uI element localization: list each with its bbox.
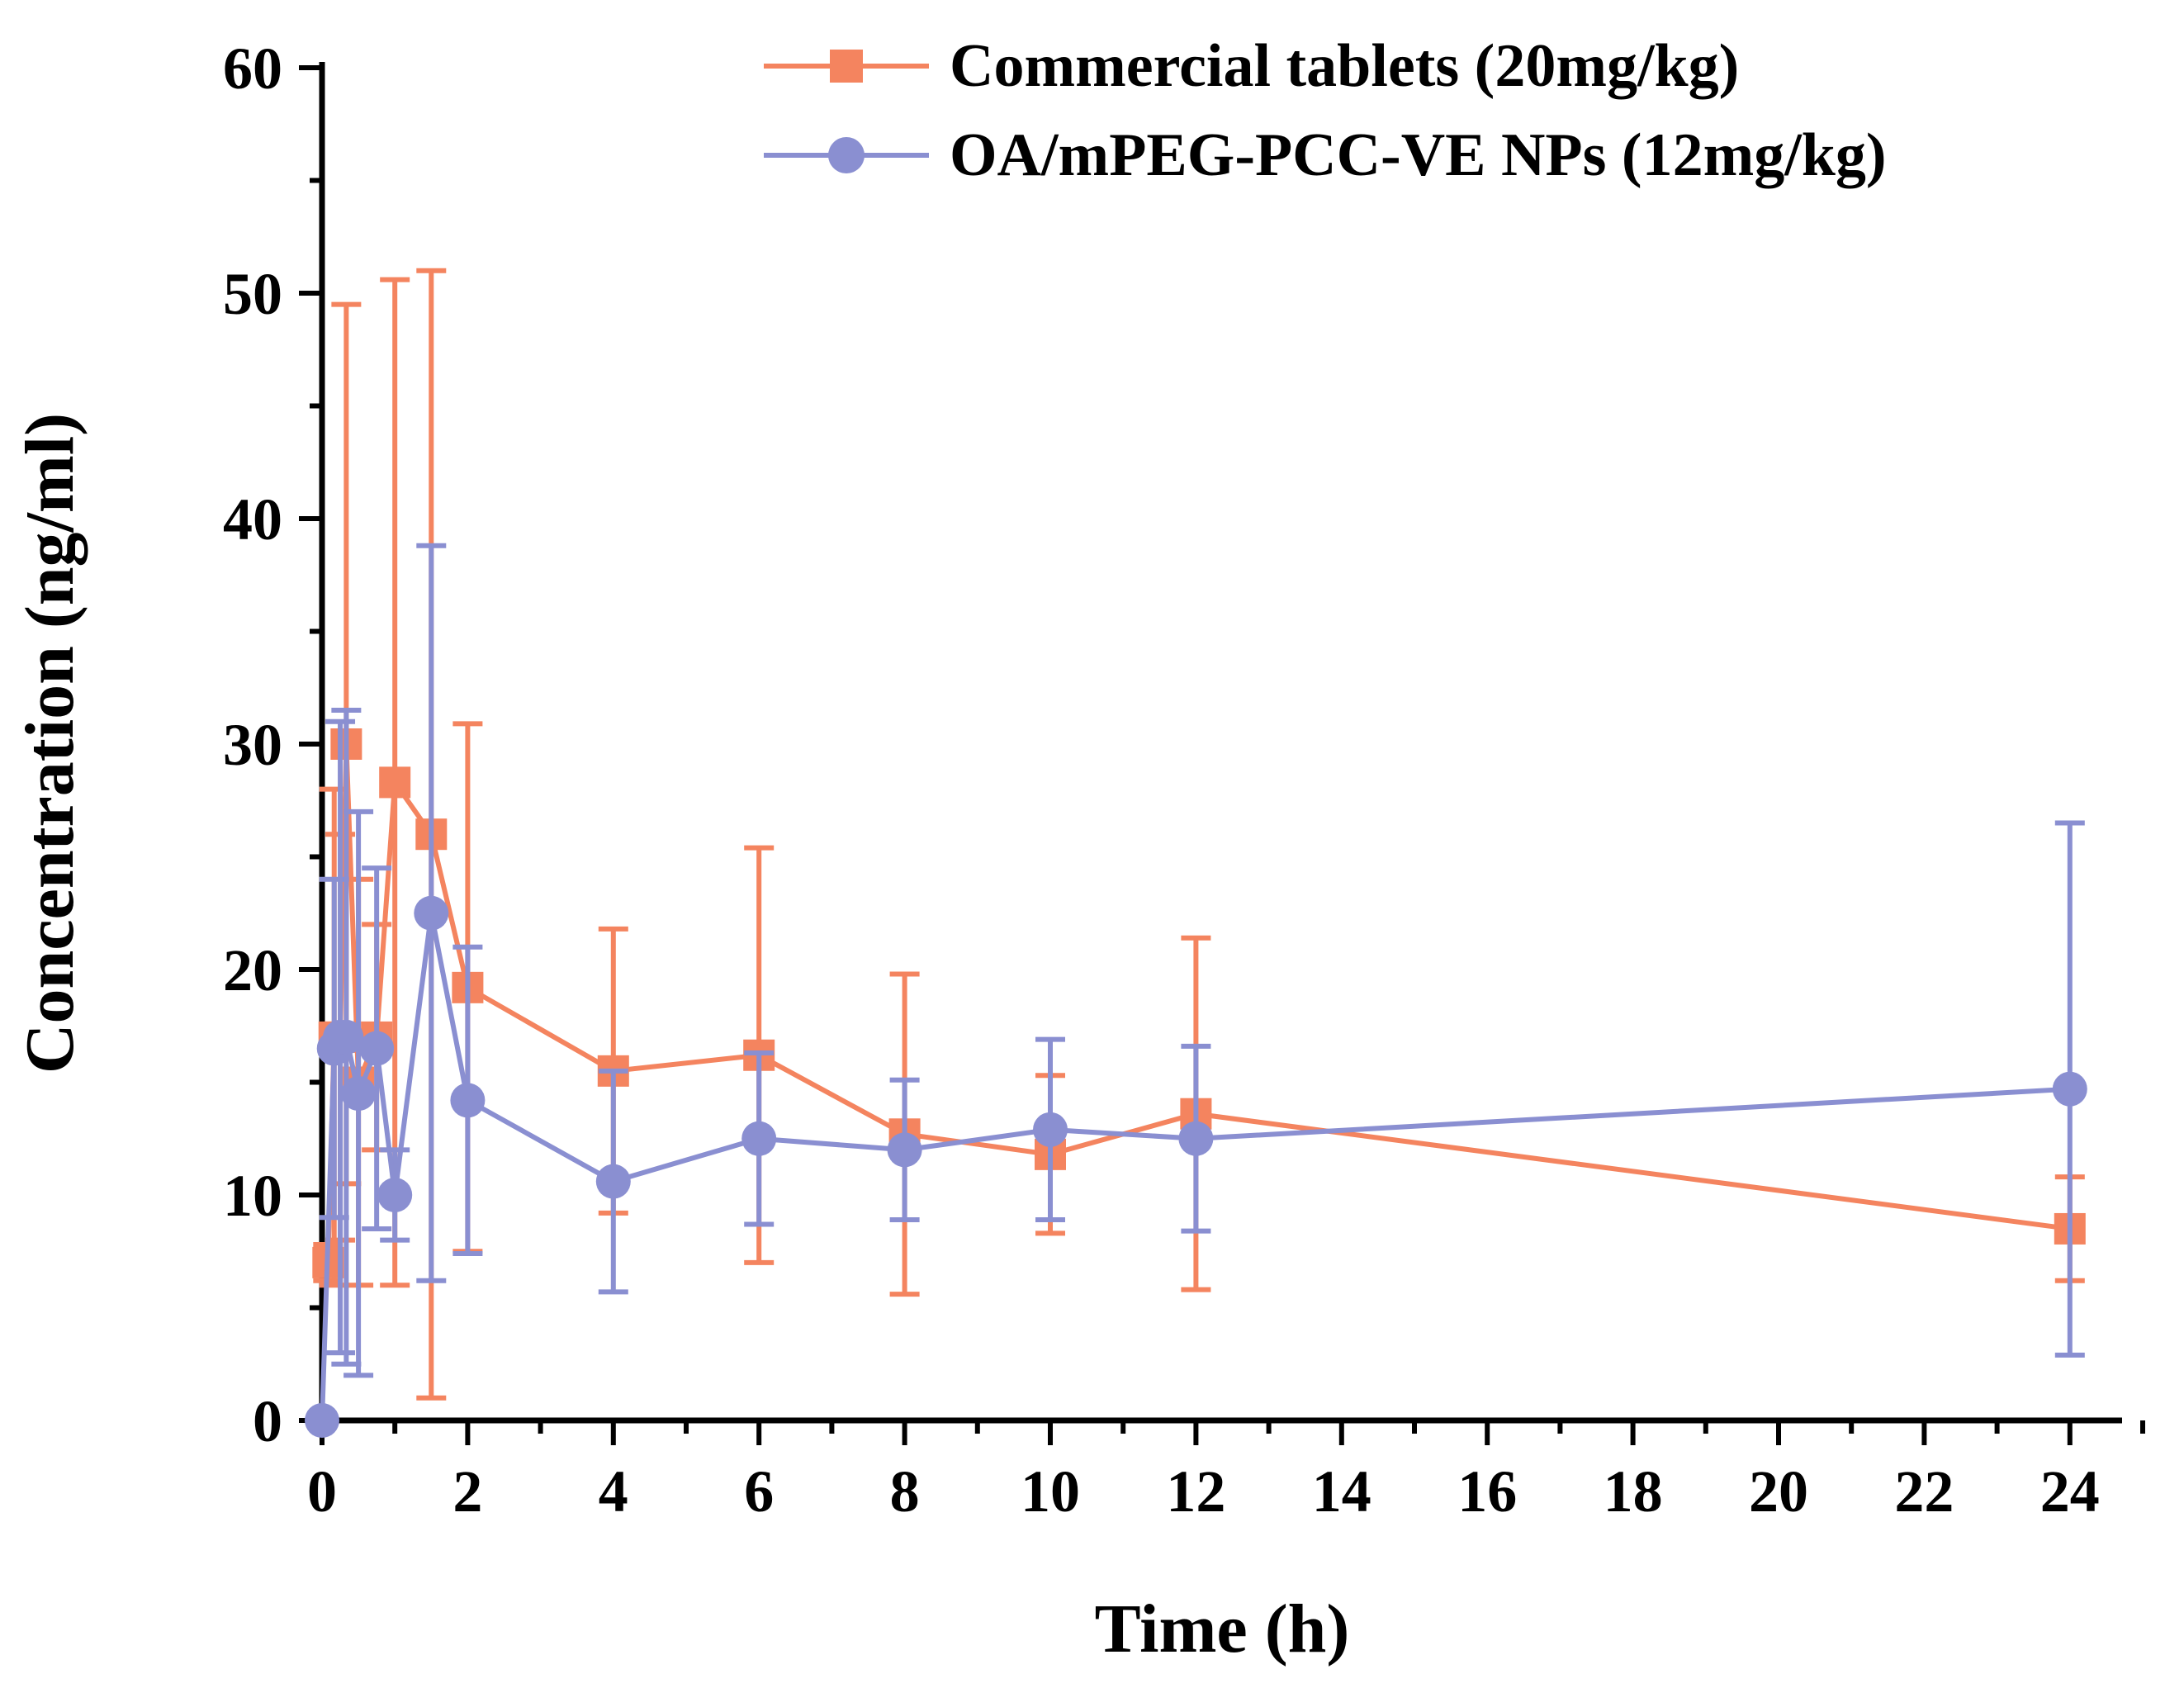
x-tick-label: 4 [599, 1458, 628, 1524]
legend: Commercial tablets (20mg/kg) OA/mPEG-PCC… [764, 32, 1887, 189]
data-point [377, 1178, 413, 1212]
data-point [359, 1031, 395, 1066]
axes [319, 62, 2122, 1424]
x-tick-label: 22 [1894, 1458, 1954, 1524]
x-tick-label: 16 [1457, 1458, 1517, 1524]
x-tick-label: 18 [1604, 1458, 1663, 1524]
data-point [414, 895, 449, 931]
y-tick-label: 10 [223, 1163, 282, 1229]
x-tick-label: 0 [307, 1458, 337, 1524]
y-tick-label: 60 [223, 36, 282, 102]
x-tick-label: 20 [1749, 1458, 1808, 1524]
x-tick-label: 12 [1166, 1458, 1225, 1524]
x-tick-label: 14 [1312, 1458, 1372, 1524]
data-point [379, 766, 411, 799]
data-point [741, 1121, 777, 1156]
x-tick-label: 8 [890, 1458, 920, 1524]
x-tick-label: 6 [744, 1458, 774, 1524]
x-tick-label: 2 [452, 1458, 482, 1524]
data-point [595, 1164, 631, 1199]
data-point [887, 1132, 922, 1168]
x-tick-label: 24 [2040, 1458, 2100, 1524]
data-point [329, 1019, 364, 1055]
series-layer [305, 268, 2087, 1438]
legend-marker-nanoparticles [828, 137, 865, 173]
series-line [325, 743, 2071, 1263]
legend-label-nanoparticles: OA/mPEG-PCC-VE NPs (12mg/kg) [950, 121, 1887, 189]
data-point [2052, 1071, 2087, 1107]
y-tick-label: 30 [223, 712, 282, 778]
legend-item-nanoparticles: OA/mPEG-PCC-VE NPs (12mg/kg) [764, 121, 1887, 189]
y-tick-label: 0 [253, 1388, 282, 1454]
data-point [450, 1083, 486, 1118]
x-ticks: 0 2 4 6 8 10 12 14 16 18 20 22 24 [307, 1420, 2145, 1524]
series-oa-mpeg-nps [305, 543, 2087, 1438]
data-point [1178, 1121, 1214, 1156]
data-point [1033, 1112, 1068, 1147]
data-point [305, 1403, 339, 1438]
y-tick-label: 20 [223, 937, 282, 1003]
y-tick-label: 50 [223, 261, 282, 327]
y-axis-title: Concentration (ng/ml) [12, 413, 88, 1074]
x-axis-title: Time (h) [1095, 1591, 1350, 1667]
legend-item-commercial: Commercial tablets (20mg/kg) [764, 32, 1739, 100]
data-point [341, 1076, 377, 1112]
y-tick-label: 40 [223, 486, 282, 552]
x-tick-label: 10 [1021, 1458, 1080, 1524]
legend-marker-commercial [830, 50, 863, 83]
legend-label-commercial: Commercial tablets (20mg/kg) [950, 32, 1739, 100]
y-ticks: 0 10 20 30 40 50 60 [223, 36, 322, 1454]
